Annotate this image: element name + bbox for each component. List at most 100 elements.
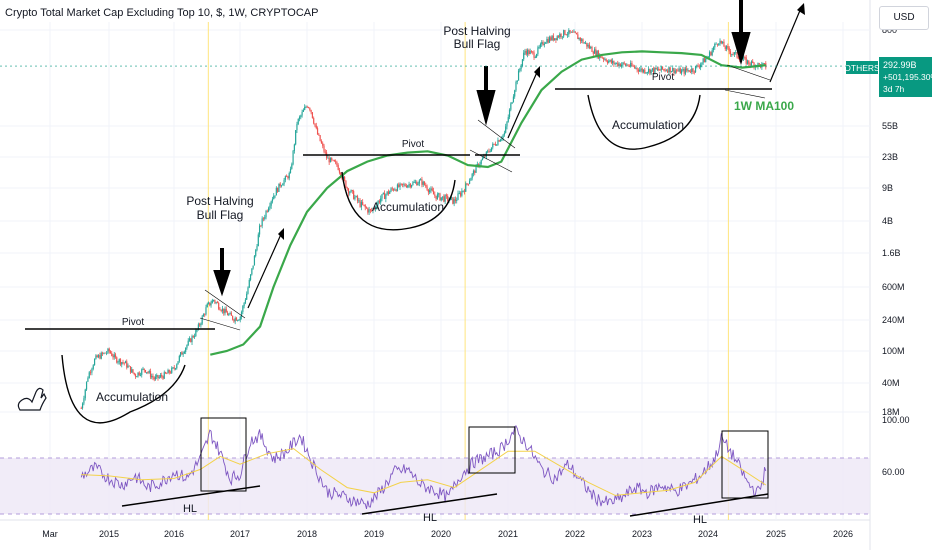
price-candle <box>421 179 423 185</box>
price-candle <box>501 138 503 140</box>
price-candle <box>372 208 374 211</box>
price-candle <box>707 56 709 58</box>
hl-label: HL <box>423 512 437 524</box>
price-candle <box>471 173 473 179</box>
price-candle <box>523 52 525 60</box>
price-candle <box>480 160 482 164</box>
price-candle <box>436 194 438 200</box>
price-candle <box>327 157 329 159</box>
price-candle <box>456 199 458 201</box>
price-candle <box>490 147 493 152</box>
price-candle <box>476 163 478 166</box>
price-candle <box>459 193 462 196</box>
price-candle <box>413 182 415 183</box>
price-candle <box>381 194 383 199</box>
price-candle <box>430 188 432 191</box>
price-candle <box>238 319 240 321</box>
currency-selector[interactable]: USD <box>879 6 929 30</box>
price-candle <box>126 361 128 368</box>
price-candle <box>639 69 641 72</box>
price-candle <box>354 196 356 200</box>
price-candle <box>453 199 455 204</box>
price-candle <box>257 234 259 247</box>
price-candle <box>586 42 588 47</box>
price-candle <box>400 183 402 185</box>
price-candle <box>383 192 386 199</box>
price-tag-value: 292.99B <box>883 60 917 70</box>
price-candle <box>511 102 513 104</box>
time-axis-tick: 2021 <box>498 529 518 539</box>
bull-flag-line <box>199 317 241 331</box>
price-candle <box>313 118 315 124</box>
time-axis-tick: 2019 <box>364 529 384 539</box>
price-candle <box>693 71 695 73</box>
price-candle <box>268 208 270 212</box>
price-candle <box>697 65 699 67</box>
projection-arrow-line <box>769 7 802 83</box>
price-candle <box>581 39 583 41</box>
price-candle <box>148 371 150 373</box>
price-candle <box>708 52 711 57</box>
price-candle <box>288 173 290 179</box>
price-candle <box>274 195 276 197</box>
price-candle <box>328 157 330 163</box>
price-candle <box>537 47 539 55</box>
price-candle <box>395 189 397 191</box>
price-candle <box>472 170 475 174</box>
price-candle <box>703 58 706 63</box>
price-candle <box>539 44 542 47</box>
price-candle <box>561 36 563 38</box>
price-candle <box>323 145 325 152</box>
price-candle <box>353 191 355 200</box>
price-candle <box>408 184 410 186</box>
price-candle <box>420 179 422 181</box>
price-candle <box>555 38 557 41</box>
price-candle <box>701 62 703 65</box>
price-candle <box>206 303 208 308</box>
hl-line <box>629 493 769 517</box>
price-candle <box>566 34 569 36</box>
price-candle <box>322 143 324 146</box>
price-candle <box>128 365 130 367</box>
price-candle <box>196 329 198 331</box>
price-candle <box>95 355 97 359</box>
price-candle <box>202 314 205 317</box>
price-candle <box>577 34 579 40</box>
price-candle <box>605 59 607 62</box>
price-candle <box>742 57 745 59</box>
rsi-ma-line <box>81 448 767 496</box>
price-candle <box>286 176 288 178</box>
price-candle <box>258 225 261 235</box>
price-candle <box>117 361 119 363</box>
price-candle <box>653 68 655 73</box>
chart-title: Crypto Total Market Cap Excluding Top 10… <box>5 7 319 19</box>
price-candle <box>658 68 660 71</box>
price-candle <box>670 71 673 73</box>
price-candle <box>635 67 637 69</box>
price-candle <box>295 130 297 145</box>
pivot-label: Pivot <box>652 72 674 83</box>
price-candle <box>592 51 594 54</box>
price-candle <box>378 200 381 203</box>
price-candle <box>195 330 197 337</box>
price-candle <box>407 185 409 188</box>
price-candle <box>749 64 751 66</box>
price-candle <box>534 57 536 59</box>
price-candle <box>462 190 464 192</box>
price-candle <box>210 303 212 306</box>
price-candle <box>113 354 115 358</box>
price-candle <box>745 57 747 64</box>
price-candle <box>574 31 576 33</box>
price-candle <box>496 144 498 146</box>
price-candle <box>347 188 350 194</box>
price-candle <box>320 141 323 144</box>
bull-flag-line <box>469 149 513 173</box>
price-candle <box>314 123 316 126</box>
price-candle <box>722 41 724 44</box>
price-candle <box>578 37 580 40</box>
price-candle <box>162 376 164 379</box>
price-candle <box>542 42 544 45</box>
price-candle <box>390 188 392 192</box>
price-candle <box>614 63 616 65</box>
